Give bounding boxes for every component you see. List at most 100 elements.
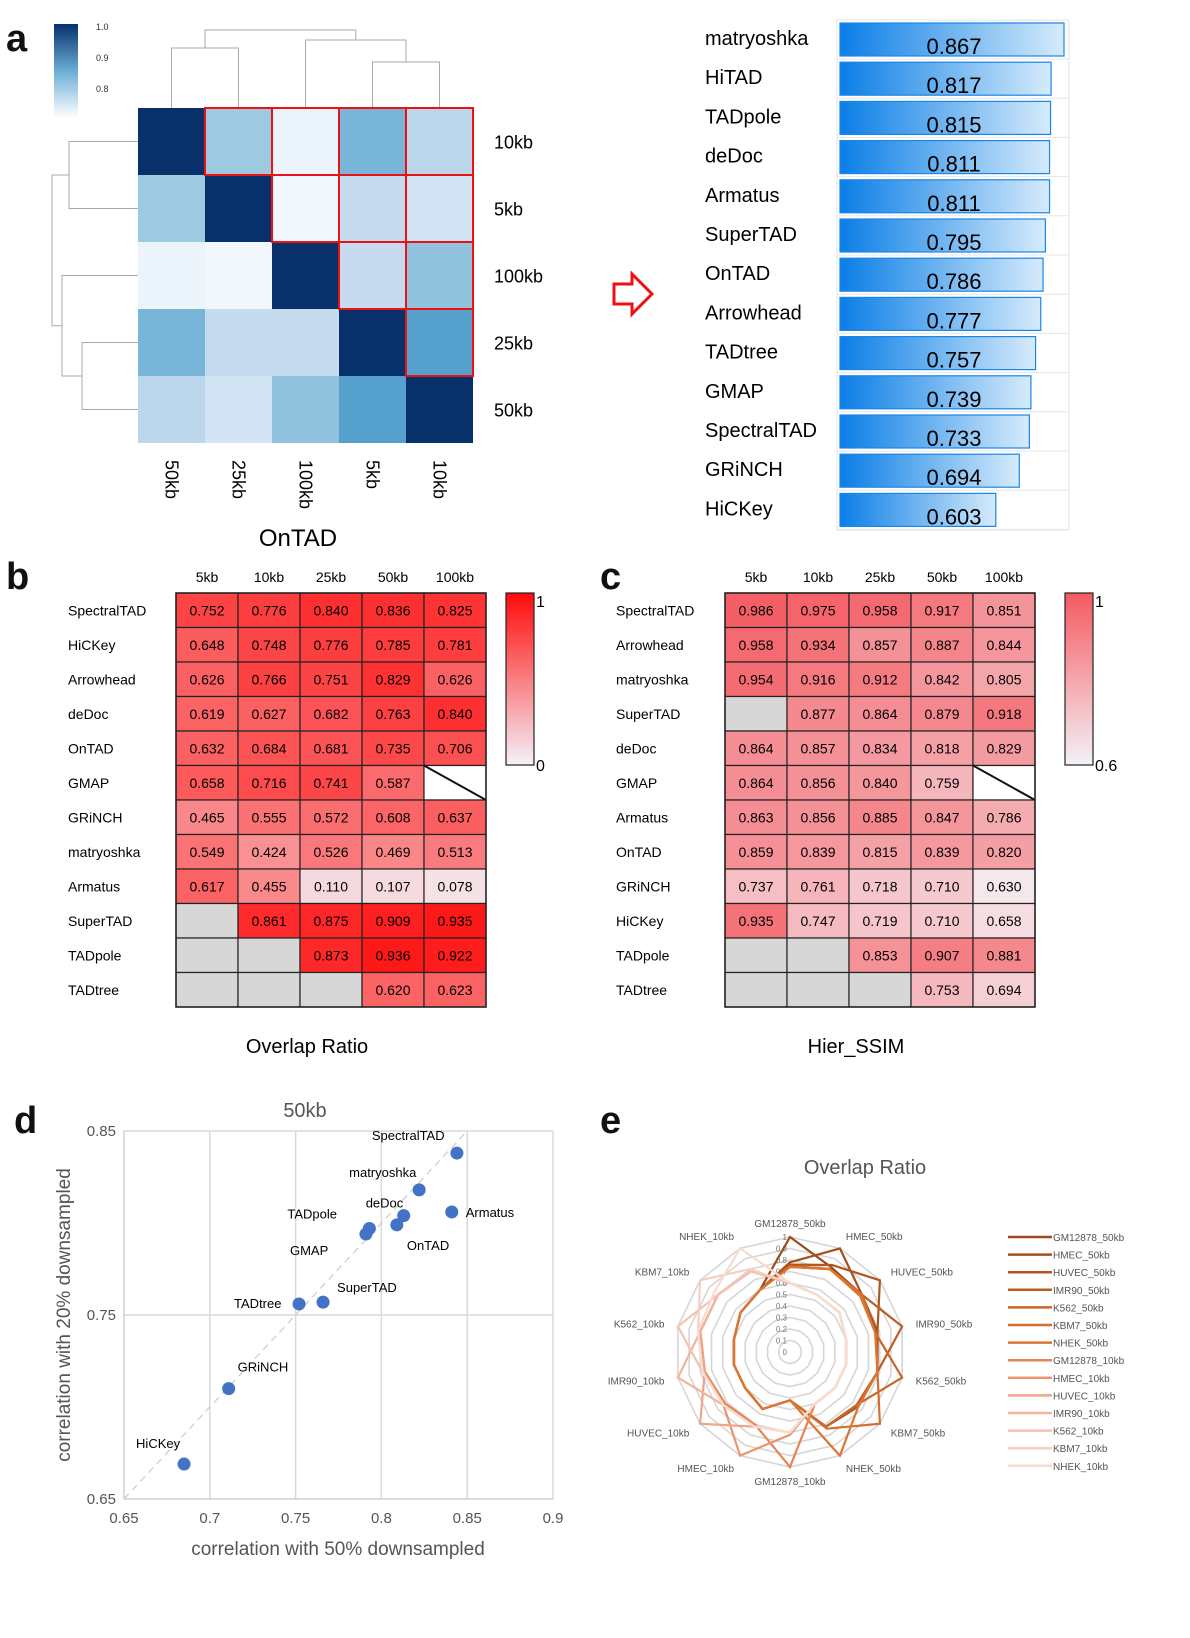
heatmap-title: OnTAD: [259, 525, 337, 552]
cell-value: 0.648: [189, 637, 224, 653]
row-label: 50kb: [494, 401, 533, 421]
cell-value: 0.864: [738, 740, 773, 756]
column-header: 100kb: [436, 569, 474, 585]
table-cell: [237, 626, 301, 663]
point-label: OnTAD: [407, 1238, 449, 1253]
cell-value: 0.853: [862, 947, 897, 963]
radar-r-tick: 0.3: [776, 1314, 788, 1323]
table-cell: [237, 764, 301, 801]
row-label: GRiNCH: [616, 878, 670, 894]
radar-axis-label: HUVEC_50kb: [891, 1268, 954, 1279]
row-label: OnTAD: [68, 740, 114, 756]
bar-category-label: Armatus: [705, 185, 779, 207]
panel-label-c: c: [600, 556, 622, 598]
radar-axis-label: HMEC_50kb: [846, 1232, 903, 1243]
cell-value: 0.861: [251, 913, 286, 929]
column-header: 50kb: [378, 569, 409, 585]
bar: [839, 100, 1052, 136]
radar-r-tick: 0.5: [776, 1291, 788, 1300]
radar-r-tick: 0.4: [776, 1302, 788, 1311]
radar-axis-label: GM12878_50kb: [754, 1219, 826, 1230]
row-label: TADpole: [68, 947, 122, 963]
legend-label: K562_50kb: [1053, 1303, 1104, 1314]
cell-value: 0.626: [437, 671, 472, 687]
radar-axis-label: NHEK_10kb: [679, 1232, 734, 1243]
row-label: matryoshka: [616, 671, 689, 687]
bar-category-label: TADpole: [705, 106, 781, 128]
table-cell: [361, 971, 425, 1008]
radar-r-tick: 0.1: [776, 1337, 788, 1346]
radar-r-tick: 0.8: [776, 1256, 788, 1265]
table-cell: [786, 661, 850, 698]
scatter-point: [397, 1209, 411, 1223]
table-cell: [237, 592, 301, 629]
bar-category-label: TADtree: [705, 342, 778, 364]
bar: [839, 453, 1020, 488]
table-cell: [423, 799, 487, 836]
panel-label-d: d: [14, 1100, 38, 1142]
table-cell: [299, 626, 363, 663]
col-label: 10kb: [430, 460, 450, 499]
radar-series-line: [732, 1265, 879, 1458]
table-border: [724, 592, 1036, 1008]
table-title: Hier_SSIM: [808, 1036, 905, 1058]
scatter-point: [359, 1227, 373, 1241]
bar-value-label: 0.739: [926, 387, 981, 412]
cell-value: 0.873: [313, 947, 348, 963]
column-header: 100kb: [985, 569, 1023, 585]
table-cell: [848, 592, 912, 629]
point-label: GRiNCH: [238, 1360, 289, 1375]
row-label: 10kb: [494, 133, 533, 153]
bar-value-label: 0.777: [926, 308, 981, 333]
bar-category-label: SuperTAD: [705, 224, 797, 246]
cell-na-slash: [423, 764, 487, 801]
cell-value: 0.716: [251, 775, 286, 791]
legend-label: GM12878_10kb: [1053, 1356, 1125, 1367]
cell-missing: [786, 971, 850, 1008]
radar-axis-label: HMEC_10kb: [677, 1464, 734, 1475]
table-cell: [972, 833, 1036, 870]
cell-value: 0.856: [800, 809, 835, 825]
table-cell: [910, 937, 974, 974]
cell-value: 0.829: [375, 671, 410, 687]
bar: [839, 218, 1046, 253]
heatmap-cell: [339, 175, 406, 242]
cell-na-slash: [972, 764, 1036, 801]
colorbar-min: 0.6: [1095, 758, 1117, 775]
cell-missing: [299, 971, 363, 1008]
row-label: Armatus: [616, 809, 668, 825]
bar: [839, 296, 1042, 331]
x-tick-label: 0.65: [109, 1510, 138, 1527]
dendrogram-branch: [81, 342, 138, 410]
bar-value-label: 0.786: [926, 269, 981, 294]
cell-missing: [848, 971, 912, 1008]
row-label: Armatus: [68, 878, 120, 894]
heatmap-cell: [272, 108, 339, 175]
bar: [839, 257, 1044, 292]
row-label: 25kb: [494, 334, 533, 354]
cell-value: 0.753: [924, 982, 959, 998]
colorbar-tick: 0.9: [96, 53, 109, 63]
table-cell: [299, 902, 363, 939]
table-cell: [848, 799, 912, 836]
legend-label: HUVEC_10kb: [1053, 1391, 1116, 1402]
column-header: 5kb: [745, 569, 768, 585]
table-border: [175, 592, 487, 1008]
cell-value: 0.975: [800, 602, 835, 618]
table-cell: [361, 592, 425, 629]
radar-grid-ring: [733, 1293, 847, 1411]
cell-value: 0.856: [800, 775, 835, 791]
heatmap-cell: [406, 309, 473, 376]
panel-a-bar-chart: matryoshka 0.867 HiTAD 0.817 TADpole 0.815 deD…: [705, 19, 1070, 531]
cell-value: 0.747: [800, 913, 835, 929]
cell-value: 0.455: [251, 878, 286, 894]
cell-value: 0.706: [437, 740, 472, 756]
panel-a-heatmap: 1.0 0.9 0.8 10kb 5kb 100kb 25kb 50kb 50kb 25kb 100…: [51, 22, 543, 552]
table-cell: [423, 937, 487, 974]
heatmap-cell: [138, 376, 205, 443]
cell-value: 0.626: [189, 671, 224, 687]
heatmap-cell: [205, 309, 272, 376]
heatmap-cell: [138, 242, 205, 309]
bar-category-label: matryoshka: [705, 28, 809, 50]
cell-value: 0.918: [986, 706, 1021, 722]
